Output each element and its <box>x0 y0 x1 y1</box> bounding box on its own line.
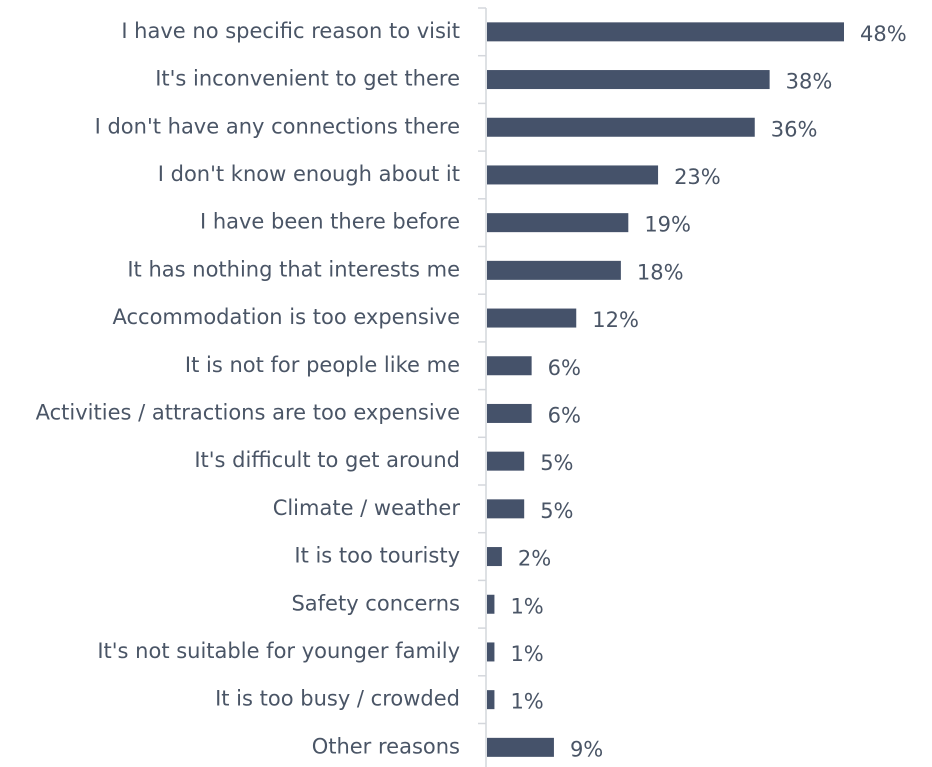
category-label: It is too touristy <box>294 544 460 568</box>
bar <box>487 117 755 137</box>
category-labels: I have no specific reason to visit It's i… <box>36 19 461 758</box>
bar <box>487 594 495 614</box>
bar <box>487 260 621 280</box>
bar <box>487 356 532 376</box>
category-label: Accommodation is too expensive <box>112 305 460 329</box>
value-label: 12% <box>592 308 639 332</box>
value-label: 5% <box>540 451 573 475</box>
category-label: It has nothing that interests me <box>127 257 460 281</box>
axis-ticks <box>478 7 486 725</box>
value-label: 19% <box>644 213 691 237</box>
bar <box>487 451 525 471</box>
value-label: 5% <box>540 499 573 523</box>
bar <box>487 642 495 662</box>
bar <box>487 213 629 233</box>
category-label: Climate / weather <box>273 496 461 520</box>
value-label: 18% <box>637 260 684 284</box>
bar <box>487 165 659 185</box>
value-label: 36% <box>771 117 818 141</box>
category-label: It is not for people like me <box>185 353 460 377</box>
bar <box>487 70 770 90</box>
value-label: 2% <box>518 547 551 571</box>
bar <box>487 308 577 328</box>
category-label: Activities / attractions are too expensi… <box>36 400 460 424</box>
category-label: It's inconvenient to get there <box>155 67 460 91</box>
bar <box>487 737 554 757</box>
value-label: 48% <box>860 22 907 46</box>
category-label: It's difficult to get around <box>194 448 460 472</box>
value-label: 6% <box>548 356 581 380</box>
value-labels: 48% 38% 36% 23% 19% 18% 12% 6% 6% 5% 5% 2% 1% 1% 1% 9% <box>510 22 907 761</box>
bar <box>487 690 495 710</box>
bar <box>487 22 844 42</box>
category-label: I don't know enough about it <box>158 162 460 186</box>
value-label: 1% <box>510 642 543 666</box>
bar <box>487 499 525 519</box>
bar <box>487 403 532 423</box>
value-label: 1% <box>510 690 543 714</box>
value-label: 1% <box>510 594 543 618</box>
category-label: It's not suitable for younger family <box>97 639 460 663</box>
category-label: It is too busy / crowded <box>215 687 460 711</box>
value-label: 23% <box>674 165 721 189</box>
bar <box>487 547 502 567</box>
value-label: 6% <box>548 403 581 427</box>
category-label: I have no specific reason to visit <box>121 19 460 43</box>
category-label: I don't have any connections there <box>95 114 460 138</box>
value-label: 9% <box>570 737 603 761</box>
category-label: Safety concerns <box>291 591 460 615</box>
bars <box>487 22 844 757</box>
category-label: Other reasons <box>312 734 460 758</box>
value-label: 38% <box>786 70 833 94</box>
category-label: I have been there before <box>200 210 460 234</box>
